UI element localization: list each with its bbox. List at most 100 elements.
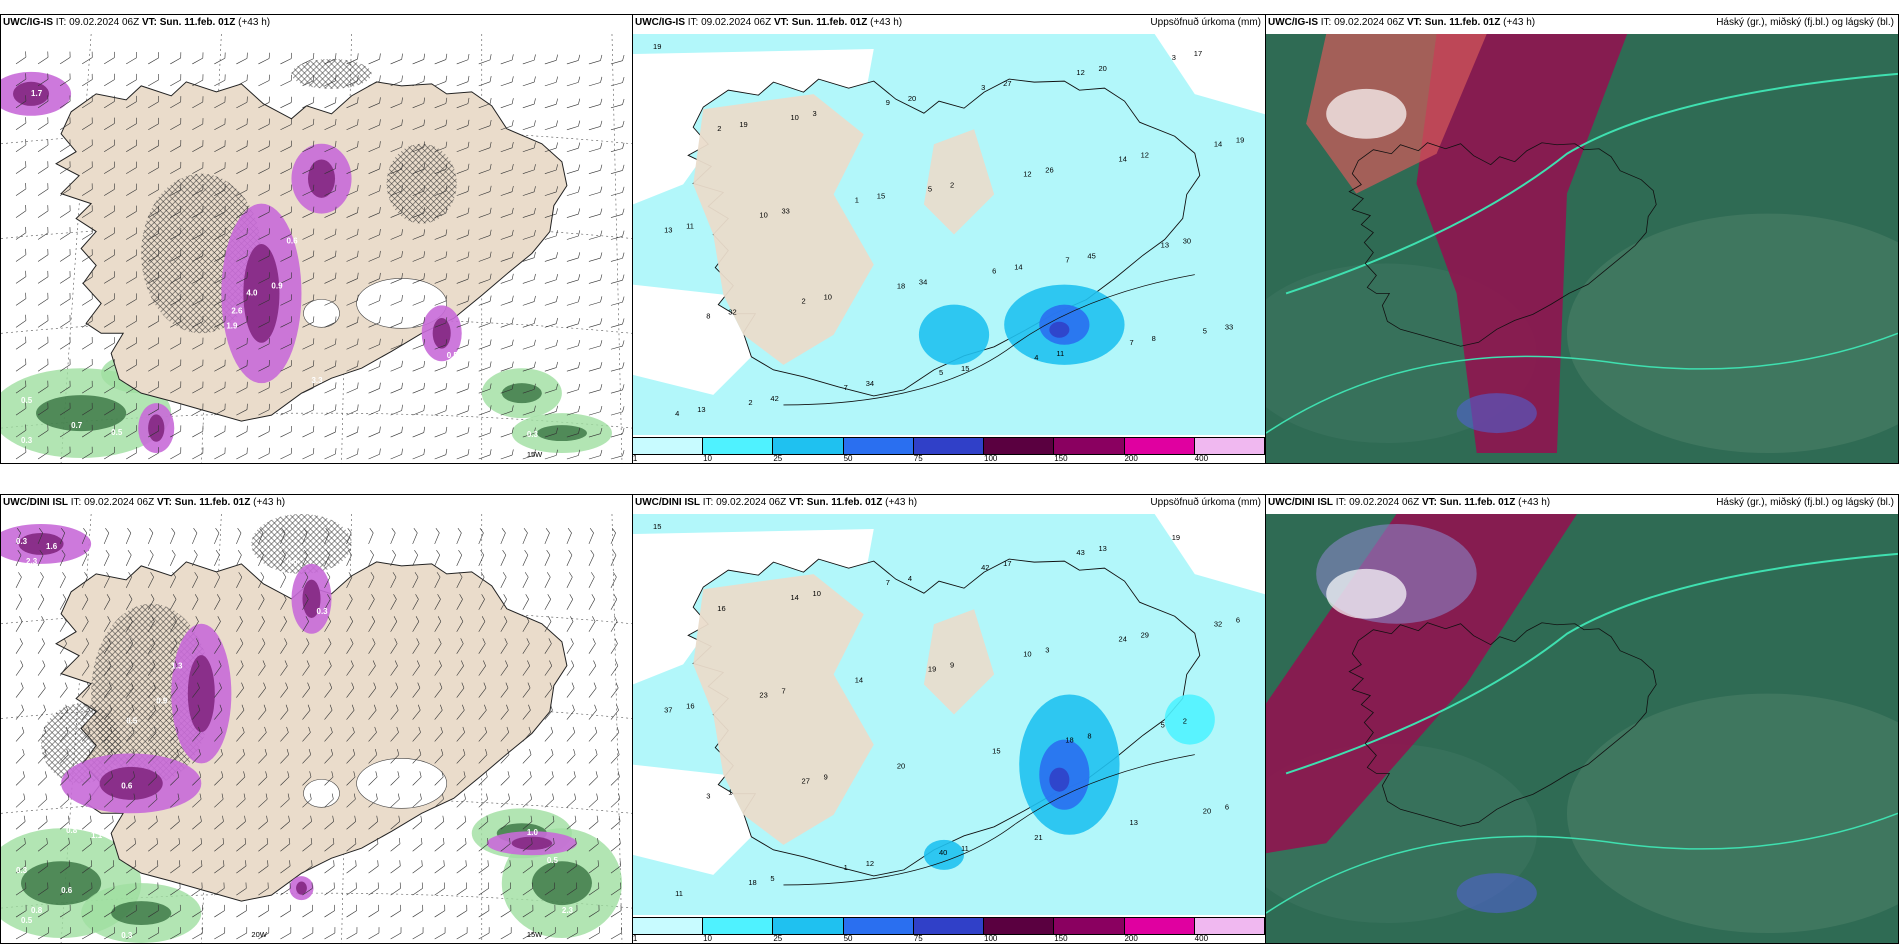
- wind-barb: [59, 882, 71, 896]
- wind-barb: [214, 528, 220, 545]
- wind-barb: [588, 904, 600, 918]
- precip-value-label: 6: [992, 267, 996, 276]
- wind-barb: [456, 317, 470, 328]
- longitude-label: 15W: [527, 930, 543, 939]
- wind-barb: [324, 75, 337, 87]
- wind-barb: [15, 51, 27, 65]
- wind-barb: [37, 51, 49, 65]
- precip-value-label: 5: [770, 874, 774, 883]
- wind-barb: [522, 682, 531, 698]
- wind-barb: [81, 793, 92, 808]
- wind-barb: [368, 927, 380, 940]
- wind-barb: [346, 338, 359, 350]
- wind-barb: [610, 594, 618, 610]
- wind-barb: [302, 660, 310, 676]
- wind-barb: [324, 594, 331, 610]
- wind-barb: [192, 927, 204, 940]
- snow-core: [536, 425, 587, 442]
- wind-barb: [390, 749, 400, 764]
- wind-barb: [478, 251, 492, 262]
- wind-barb: [302, 550, 308, 567]
- wind-barb: [588, 318, 603, 328]
- wind-barb: [456, 550, 463, 567]
- wind-barb: [37, 594, 45, 610]
- wind-barb: [59, 704, 68, 720]
- wind-barb: [478, 638, 486, 654]
- wind-barb: [588, 449, 603, 460]
- wind-barb: [390, 338, 403, 350]
- wind-barb: [478, 594, 485, 610]
- wind-barb: [302, 448, 315, 460]
- precip-value-label: 10: [824, 293, 832, 302]
- wind-barb: [368, 550, 374, 567]
- wind-barb: [302, 682, 311, 698]
- wind-barb: [258, 118, 270, 131]
- wind-barb: [125, 682, 134, 698]
- wind-barb: [147, 572, 154, 588]
- wind-barb: [368, 448, 381, 460]
- precip-value-label: 19: [1236, 135, 1244, 144]
- wind-barb: [59, 161, 71, 174]
- wind-barb: [147, 638, 156, 654]
- wind-barb: [412, 273, 426, 284]
- wind-barb: [390, 660, 398, 676]
- wind-barb: [566, 120, 581, 131]
- colorbar-swatch: [1054, 918, 1125, 934]
- wind-barb: [390, 382, 403, 394]
- wind-barb: [192, 359, 204, 372]
- wind-barb: [390, 682, 399, 698]
- colorbar-swatch: [843, 438, 914, 454]
- wind-barb: [434, 572, 441, 588]
- wind-barb: [588, 749, 598, 764]
- wind-barb: [544, 120, 558, 131]
- wind-barb: [566, 749, 576, 764]
- wind-barb: [456, 837, 467, 852]
- wind-barb: [566, 572, 573, 588]
- wind-barb: [566, 594, 573, 610]
- precip-value-label: 40: [939, 848, 947, 857]
- wind-barb: [59, 793, 70, 808]
- wind-barb: [258, 316, 270, 328]
- wind-barb: [434, 141, 448, 153]
- wind-barb: [566, 296, 581, 306]
- wind-barb: [566, 361, 581, 372]
- wind-barb: [566, 405, 581, 416]
- colorbar-label: 75: [913, 934, 923, 943]
- wind-barb: [566, 882, 578, 896]
- wind-barb: [390, 207, 403, 218]
- wind-barb: [456, 163, 470, 174]
- wind-barb: [170, 660, 178, 676]
- wind-barb: [37, 95, 49, 109]
- wind-barb: [478, 295, 492, 306]
- wind-barb: [37, 660, 46, 676]
- wind-barb: [566, 383, 581, 394]
- precip-value-label: 13: [1098, 544, 1106, 553]
- wind-barb: [280, 294, 293, 306]
- wind-barb: [456, 185, 470, 196]
- precip-value-label: 27: [1003, 79, 1011, 88]
- wind-barb: [170, 359, 182, 372]
- wind-barb: [478, 427, 492, 438]
- precip-value-label: 26: [1045, 165, 1053, 174]
- wind-barb: [302, 528, 308, 545]
- wind-barb: [324, 793, 334, 808]
- wind-barb: [103, 660, 112, 676]
- wind-barb: [280, 162, 293, 174]
- wind-barb: [192, 550, 198, 567]
- wind-barb: [214, 660, 222, 676]
- wind-barb: [610, 142, 625, 153]
- wind-barb: [59, 424, 71, 438]
- wind-barb: [456, 882, 467, 896]
- wind-barb: [346, 141, 359, 152]
- wind-barb: [236, 184, 248, 196]
- wind-barb: [125, 550, 132, 567]
- wind-barb: [59, 594, 67, 610]
- wind-barb: [15, 161, 27, 174]
- colorbar-swatch: [633, 918, 704, 934]
- wind-barb: [390, 726, 399, 742]
- wind-barb: [478, 207, 492, 218]
- wind-barb: [368, 185, 381, 196]
- wind-barb: [390, 638, 398, 654]
- wind-barb: [103, 882, 115, 896]
- wind-barb: [456, 141, 470, 153]
